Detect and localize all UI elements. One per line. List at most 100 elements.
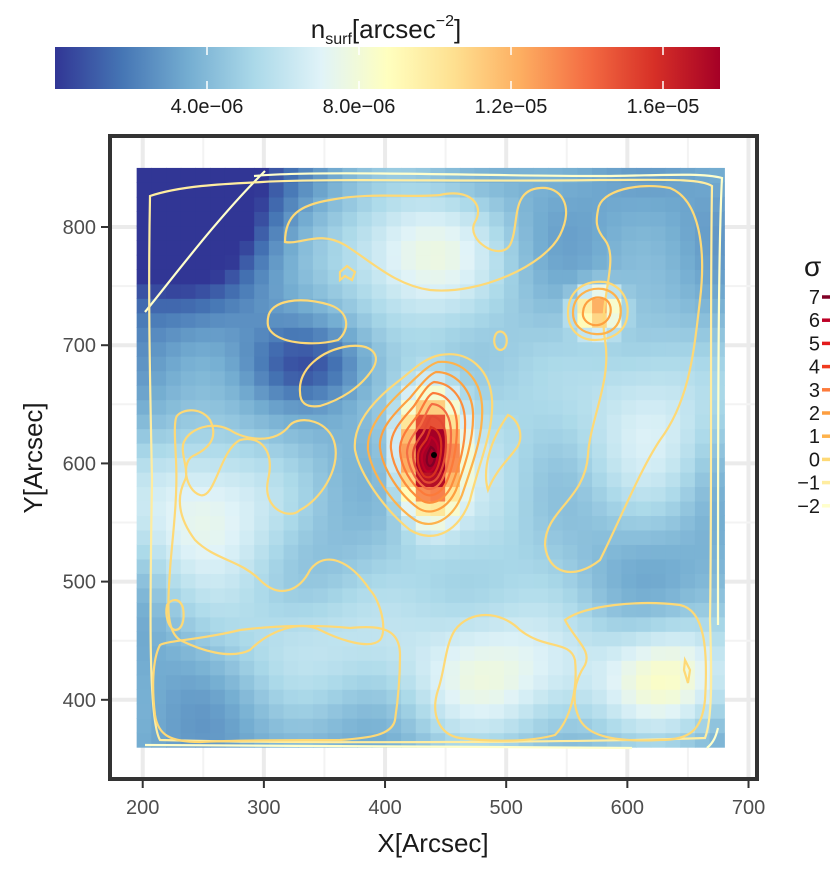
heatmap-cell: [503, 689, 520, 705]
heatmap-cell: [518, 225, 534, 241]
heatmap-cell: [459, 645, 476, 661]
heatmap-cell: [195, 631, 211, 647]
heatmap-cell: [312, 254, 329, 270]
heatmap-cell: [547, 443, 564, 459]
heatmap-cell: [459, 587, 476, 603]
y-axis: 400 500 600 700 800: [63, 217, 108, 712]
heatmap-cell: [151, 500, 167, 517]
heatmap-cell: [166, 443, 182, 459]
heatmap-cell: [430, 327, 446, 343]
heatmap-cell: [562, 385, 578, 401]
heatmap-cell: [298, 674, 314, 690]
heatmap-cell: [357, 558, 373, 574]
heatmap-cell: [239, 573, 255, 589]
heatmap-cell: [327, 283, 343, 299]
heatmap-cell: [459, 298, 476, 314]
heatmap-cell: [239, 486, 255, 502]
heatmap-cell: [533, 327, 549, 343]
heatmap-cell: [180, 167, 197, 183]
heatmap-cell: [562, 500, 578, 517]
heatmap-cell: [665, 703, 681, 719]
heatmap-cell: [312, 718, 329, 734]
heatmap-cell: [592, 718, 608, 734]
heatmap-cell: [254, 500, 270, 517]
heatmap-cell: [459, 732, 476, 748]
heatmap-cell: [650, 385, 667, 401]
heatmap-cell: [415, 529, 432, 545]
heatmap-cell: [680, 457, 696, 473]
heatmap-cell: [694, 283, 711, 299]
heatmap-cell: [342, 182, 358, 198]
heatmap-cell: [224, 660, 241, 676]
heatmap-cell: [239, 587, 255, 603]
heatmap-cell: [680, 486, 696, 502]
heatmap-cell: [636, 399, 652, 415]
heatmap-cell: [489, 674, 505, 690]
heatmap-cell: [386, 356, 402, 372]
heatmap-cell: [665, 269, 681, 285]
heatmap-cell: [694, 529, 711, 545]
heatmap-cell: [195, 689, 211, 705]
heatmap-cell: [415, 211, 432, 227]
heatmap-cell: [268, 558, 285, 574]
heatmap-cell: [577, 240, 593, 256]
heatmap-cell: [386, 399, 402, 415]
heatmap-cell: [268, 674, 285, 690]
heatmap-cell: [709, 631, 725, 647]
heatmap-cell: [327, 312, 343, 328]
heatmap-cell: [709, 703, 725, 719]
heatmap-cell: [621, 298, 637, 314]
heatmap-cell: [254, 471, 270, 488]
heatmap-cell: [180, 573, 197, 589]
heatmap-cell: [547, 269, 564, 285]
heatmap-cell: [489, 385, 505, 401]
heatmap-cell: [577, 370, 593, 386]
heatmap-cell: [533, 414, 549, 430]
heatmap-cell: [268, 341, 285, 357]
heatmap-cell: [224, 298, 241, 314]
heatmap-cell: [606, 443, 623, 459]
heatmap-cell: [415, 298, 432, 314]
heatmap-cell: [547, 196, 564, 212]
heatmap-cell: [636, 211, 652, 227]
heatmap-cell: [445, 689, 461, 705]
heatmap-cell: [503, 544, 520, 560]
heatmap-cell: [415, 196, 432, 212]
heatmap-cell: [445, 573, 461, 589]
heatmap-cell: [518, 269, 534, 285]
heatmap-cell: [650, 399, 667, 415]
heatmap-cell: [136, 631, 152, 647]
heatmap-cell: [547, 718, 564, 734]
heatmap-cell: [606, 399, 623, 415]
heatmap-cell: [547, 587, 564, 603]
heatmap-cell: [650, 428, 667, 444]
heatmap-cell: [312, 428, 329, 444]
heatmap-cell: [518, 471, 534, 488]
heatmap-cell: [401, 182, 417, 198]
heatmap-cell: [636, 660, 652, 676]
heatmap-cell: [136, 312, 152, 328]
heatmap-cell: [562, 341, 578, 357]
heatmap-cell: [533, 718, 549, 734]
heatmap-cell: [489, 182, 505, 198]
heatmap-cell: [533, 587, 549, 603]
heatmap-cell: [195, 385, 211, 401]
heatmap-cell: [386, 660, 402, 676]
heatmap-cell: [694, 558, 711, 574]
heatmap-cell: [577, 616, 593, 632]
heatmap-cell: [650, 254, 667, 270]
heatmap-cell: [180, 196, 197, 212]
heatmap-cell: [650, 341, 667, 357]
heatmap-cell: [298, 167, 314, 183]
heatmap-cell: [136, 196, 152, 212]
heatmap-cell: [254, 616, 270, 632]
heatmap-cell: [386, 254, 402, 270]
sigma-legend-label: 6: [809, 310, 820, 332]
heatmap-cell: [180, 283, 197, 299]
heatmap-cell: [694, 443, 711, 459]
heatmap-cell: [254, 660, 270, 676]
heatmap-cell: [415, 225, 432, 241]
heatmap-cell: [401, 674, 417, 690]
heatmap-cell: [621, 457, 637, 473]
heatmap-cell: [592, 573, 608, 589]
